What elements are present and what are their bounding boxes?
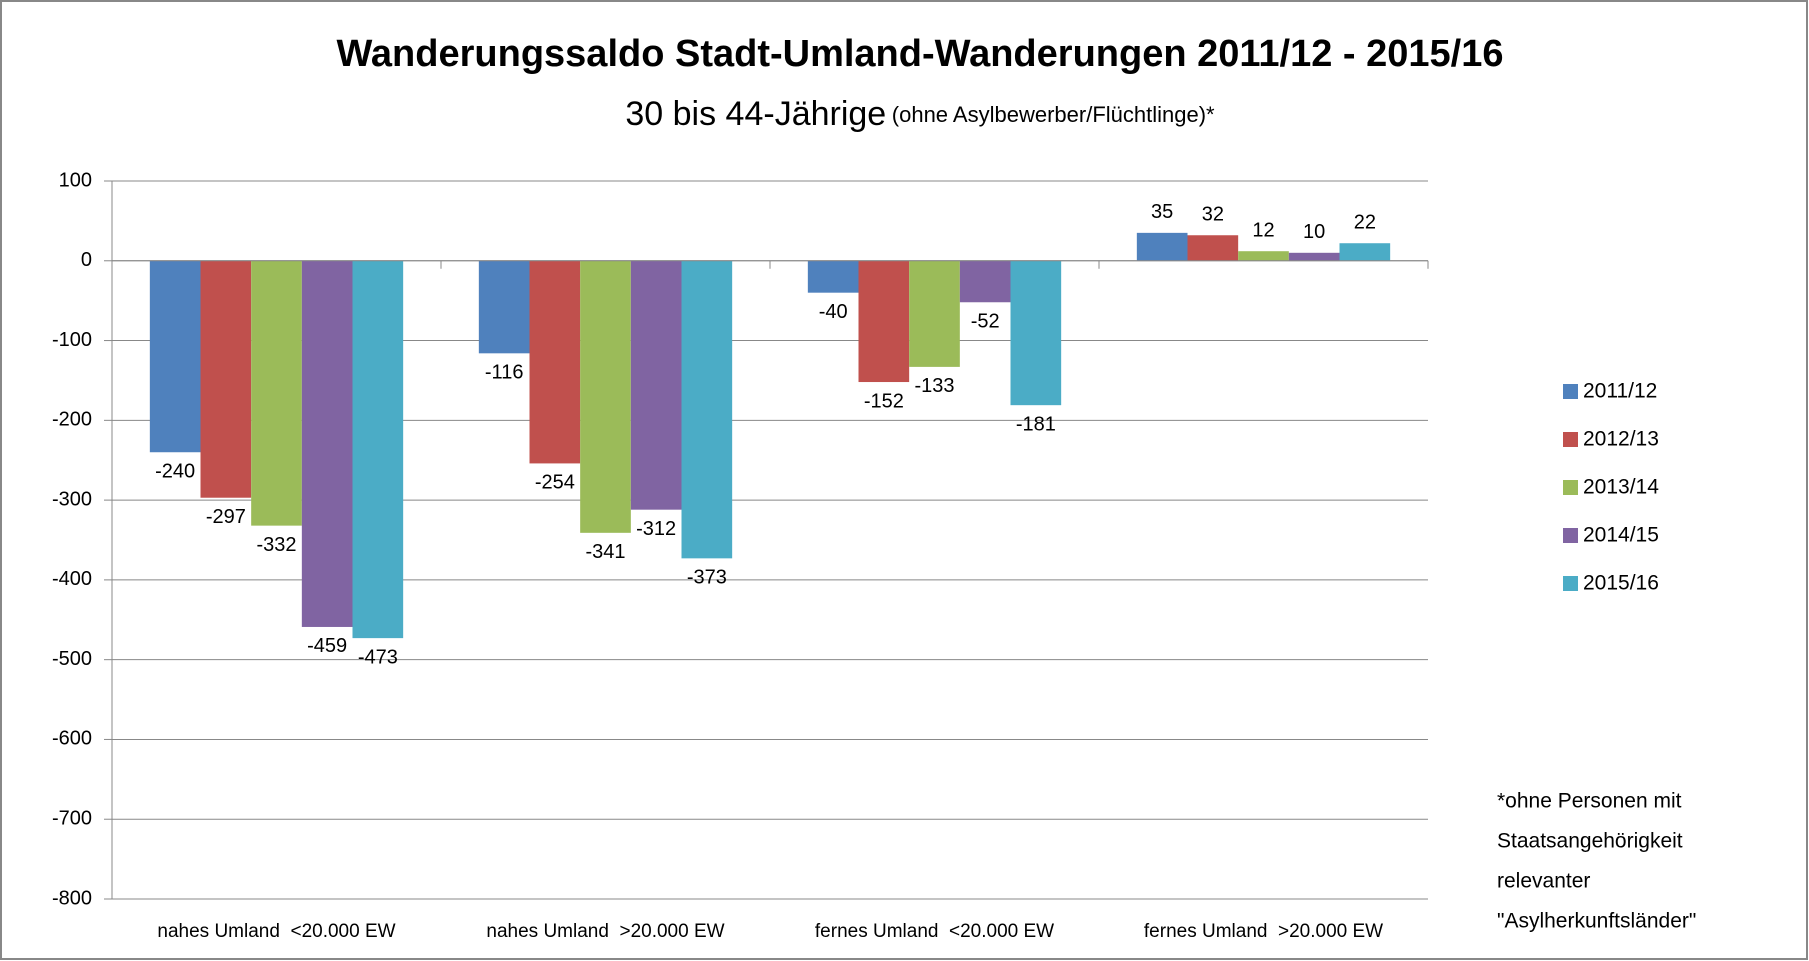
data-label: -473 bbox=[358, 646, 398, 668]
data-label: -116 bbox=[485, 362, 524, 384]
bar bbox=[1187, 235, 1239, 261]
legend-swatch bbox=[1563, 480, 1578, 495]
y-tick-label: -200 bbox=[52, 409, 92, 431]
bar bbox=[959, 260, 1011, 303]
data-label: 22 bbox=[1354, 212, 1376, 234]
legend-label: 2015/16 bbox=[1583, 572, 1659, 595]
y-tick-label: -600 bbox=[52, 728, 92, 750]
x-tick-label: fernes Umland <20.000 EW bbox=[815, 921, 1054, 942]
x-tick-label: nahes Umland <20.000 EW bbox=[157, 921, 395, 942]
bar bbox=[251, 260, 302, 526]
data-label: -297 bbox=[206, 506, 246, 528]
y-tick-label: -400 bbox=[52, 568, 92, 590]
data-label: -341 bbox=[585, 541, 625, 563]
data-label: -332 bbox=[256, 534, 296, 556]
subtitle-note: (ohne Asylbewerber/Flüchtlinge)* bbox=[892, 102, 1215, 127]
data-label: -181 bbox=[1016, 413, 1056, 435]
data-label: 35 bbox=[1151, 201, 1173, 223]
bar bbox=[580, 260, 631, 533]
data-label: -459 bbox=[307, 635, 347, 657]
bar bbox=[352, 260, 404, 639]
legend-swatch bbox=[1563, 384, 1578, 399]
bar bbox=[200, 260, 252, 498]
y-tick-label: -500 bbox=[52, 648, 92, 670]
legend-label: 2013/14 bbox=[1583, 476, 1659, 499]
bar bbox=[909, 260, 960, 367]
bar bbox=[1288, 252, 1340, 261]
x-tick-label: fernes Umland >20.000 EW bbox=[1144, 921, 1383, 942]
bar bbox=[630, 260, 682, 510]
bar bbox=[858, 260, 910, 383]
legend-swatch bbox=[1563, 432, 1578, 447]
footnote: "Asylherkunftsländer" bbox=[1497, 910, 1696, 933]
bar bbox=[1010, 260, 1062, 406]
footnote: Staatsangehörigkeit bbox=[1497, 830, 1683, 853]
data-label: 10 bbox=[1303, 221, 1325, 243]
legend-label: 2012/13 bbox=[1583, 428, 1659, 451]
y-tick-label: -300 bbox=[52, 488, 92, 510]
data-label: -152 bbox=[864, 390, 904, 412]
y-tick-label: 100 bbox=[59, 169, 92, 191]
footnote: relevanter bbox=[1497, 870, 1590, 893]
bar bbox=[301, 260, 353, 627]
y-tick-label: -700 bbox=[52, 808, 92, 830]
bar bbox=[529, 260, 581, 464]
footnote: *ohne Personen mit bbox=[1497, 790, 1682, 813]
data-label: -254 bbox=[535, 472, 575, 494]
legend-label: 2014/15 bbox=[1583, 524, 1659, 547]
bar bbox=[1238, 251, 1289, 261]
bar bbox=[1339, 243, 1391, 261]
data-label: 12 bbox=[1252, 219, 1274, 241]
y-tick-label: -800 bbox=[52, 887, 92, 909]
legend-label: 2011/12 bbox=[1583, 380, 1657, 403]
y-tick-label: 0 bbox=[81, 249, 92, 271]
chart-subtitle: 30 bis 44-Jährige (ohne Asylbewerber/Flü… bbox=[625, 95, 1215, 133]
data-label: -40 bbox=[819, 301, 848, 323]
x-tick-label: nahes Umland >20.000 EW bbox=[486, 921, 724, 942]
legend-swatch bbox=[1563, 576, 1578, 591]
y-tick-label: -100 bbox=[52, 329, 92, 351]
data-label: 32 bbox=[1202, 204, 1224, 226]
data-label: -373 bbox=[687, 567, 727, 589]
bar bbox=[1136, 232, 1188, 261]
bar bbox=[149, 260, 201, 453]
subtitle: 30 bis 44-Jährige bbox=[625, 95, 886, 133]
data-label: -52 bbox=[971, 311, 1000, 333]
data-label: -240 bbox=[155, 461, 195, 483]
chart-title: Wanderungssaldo Stadt-Umland-Wanderungen… bbox=[336, 33, 1503, 75]
bar bbox=[478, 260, 530, 354]
data-label: -312 bbox=[636, 518, 676, 540]
bar bbox=[681, 260, 733, 559]
data-label: -133 bbox=[914, 375, 954, 397]
legend-swatch bbox=[1563, 528, 1578, 543]
bar bbox=[807, 260, 859, 293]
